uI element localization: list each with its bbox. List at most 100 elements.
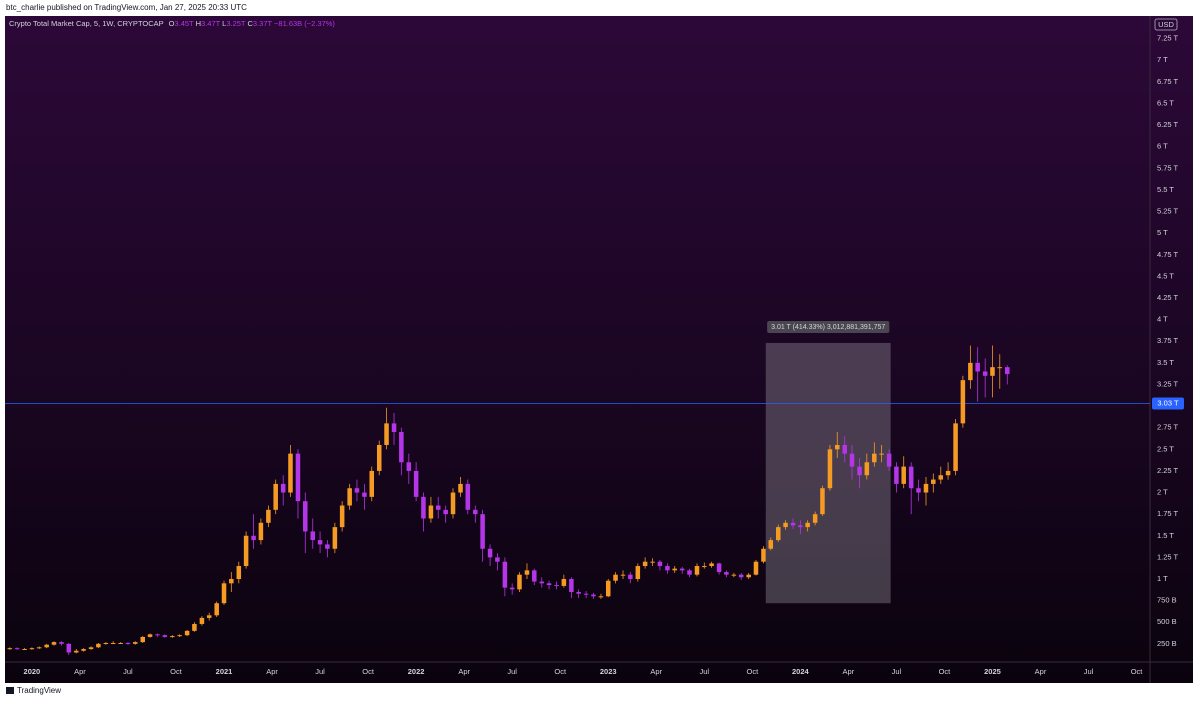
candle-body [657, 561, 663, 567]
candle-body [354, 488, 360, 493]
candle-body [36, 647, 42, 649]
candle-body [768, 540, 774, 549]
candle-body [450, 492, 456, 515]
candle-body [746, 574, 751, 578]
candle-body [894, 466, 899, 484]
candle-body [303, 501, 308, 532]
candle-body [820, 488, 825, 515]
y-tick-label: 6.5 T [1157, 98, 1174, 107]
candle-body [428, 505, 434, 519]
y-tick-label: 3.5 T [1157, 358, 1174, 367]
candle-body [280, 483, 286, 493]
x-tick-label: Oct [746, 667, 759, 676]
candle-body [812, 514, 818, 523]
candle-body [576, 591, 581, 594]
candle-body [591, 594, 596, 597]
candle-body [155, 634, 160, 636]
candle-body [7, 648, 13, 650]
candle-body [761, 548, 766, 562]
y-tick-label: 2 T [1157, 488, 1168, 497]
candle-body [990, 367, 995, 376]
candle-body [110, 642, 116, 644]
candle-body [901, 466, 906, 484]
candle-body [413, 470, 419, 497]
candle-body [170, 636, 175, 638]
candle-body [805, 522, 810, 528]
candle-body [716, 563, 722, 573]
candle-body [221, 583, 227, 604]
x-tick-label: Jul [699, 667, 709, 676]
candle-body [679, 568, 685, 571]
candle-body [738, 574, 744, 578]
candle-body [702, 566, 707, 568]
y-tick-label: 750 B [1157, 596, 1177, 605]
x-tick-label: Jul [892, 667, 902, 676]
candle-body [147, 634, 153, 637]
x-tick-label: Oct [939, 667, 952, 676]
x-tick-label: Jul [507, 667, 517, 676]
y-tick-label: 2.75 T [1157, 423, 1179, 432]
candle-body [532, 570, 537, 582]
candle-body [44, 644, 49, 648]
candle-body [251, 535, 256, 541]
y-tick-label: 5.75 T [1157, 163, 1179, 172]
y-tick-label: 1.25 T [1157, 552, 1179, 561]
currency-box [1154, 18, 1178, 31]
y-tick-label: 1 T [1157, 574, 1168, 583]
candle-body [857, 466, 862, 476]
candle-body [517, 574, 522, 590]
y-tick-label: 500 B [1157, 617, 1177, 626]
x-tick-label: Oct [554, 667, 567, 676]
x-tick-label: Oct [362, 667, 375, 676]
legend-key: C [247, 19, 253, 28]
logo-mark [6, 687, 14, 694]
x-tick-label: 2025 [984, 667, 1001, 676]
candle-body [753, 561, 759, 575]
candle-body [14, 648, 20, 650]
x-tick-label: Apr [458, 667, 470, 676]
legend-value: 3.45T [174, 19, 194, 28]
candle-body [236, 566, 242, 579]
candle-body [347, 488, 352, 506]
candle-body [886, 453, 892, 467]
candle-body [206, 615, 212, 618]
candle-body [968, 362, 973, 381]
price-label: 3.03 T [1157, 398, 1179, 407]
candle-body [480, 514, 485, 549]
candle-body [546, 583, 552, 586]
candle-body [849, 453, 855, 467]
brand-label: TradingView [17, 686, 61, 695]
candle-body [628, 574, 633, 579]
candle-body [288, 453, 293, 493]
y-tick-label: 7 T [1157, 55, 1168, 64]
candle-body [960, 380, 966, 424]
candle-body [214, 603, 219, 616]
candle-body [709, 563, 714, 567]
candle-body [273, 483, 278, 510]
candle-body [982, 371, 988, 376]
candle-body [325, 544, 330, 549]
range-label: 3.01 T (414.33%) 3,012,881,391,757 [771, 324, 885, 331]
x-tick-label: Jul [315, 667, 325, 676]
candle-body [938, 475, 944, 480]
candle-body [561, 578, 567, 586]
legend-value: 3.37T [253, 19, 273, 28]
y-tick-label: 7.25 T [1157, 34, 1179, 43]
candle-body [184, 630, 190, 636]
x-tick-label: Apr [650, 667, 662, 676]
chart-legend: Crypto Total Market Cap, 5, 1W, CRYPTOCA… [9, 19, 335, 28]
candle-body [798, 525, 803, 528]
candle-body [399, 432, 404, 463]
candle-body [864, 462, 870, 476]
y-tick-label: 2.25 T [1157, 466, 1179, 475]
candle-body [332, 527, 338, 549]
candle-body [613, 574, 618, 581]
candle-body [554, 585, 559, 587]
currency-label: USD [1158, 20, 1174, 29]
candle-body [908, 466, 914, 489]
candle-body [724, 572, 729, 575]
candle-body [192, 623, 197, 631]
y-tick-label: 4.75 T [1157, 250, 1179, 259]
candle-body [509, 587, 515, 590]
